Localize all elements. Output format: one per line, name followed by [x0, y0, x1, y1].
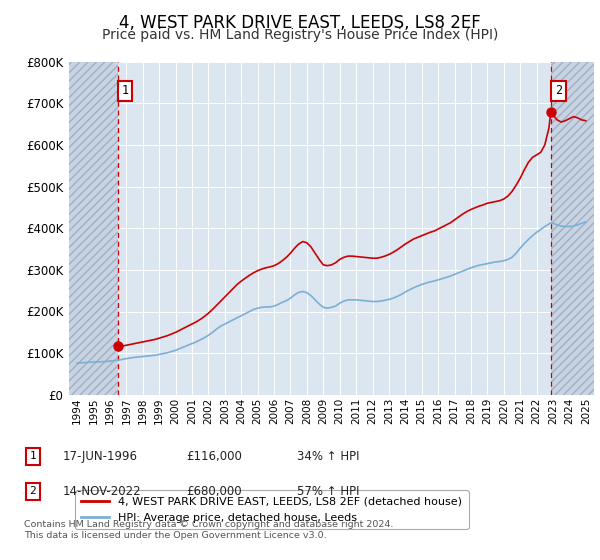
Text: 57% ↑ HPI: 57% ↑ HPI — [297, 484, 359, 498]
Bar — [551, 62, 594, 395]
Text: 14-NOV-2022: 14-NOV-2022 — [63, 484, 142, 498]
Text: Price paid vs. HM Land Registry's House Price Index (HPI): Price paid vs. HM Land Registry's House … — [102, 28, 498, 42]
Legend: 4, WEST PARK DRIVE EAST, LEEDS, LS8 2EF (detached house), HPI: Average price, de: 4, WEST PARK DRIVE EAST, LEEDS, LS8 2EF … — [74, 491, 469, 529]
Text: 2: 2 — [29, 486, 37, 496]
Text: £116,000: £116,000 — [186, 450, 242, 463]
Text: 1: 1 — [122, 84, 129, 97]
Text: 2: 2 — [555, 84, 562, 97]
Text: £680,000: £680,000 — [186, 484, 242, 498]
Text: 17-JUN-1996: 17-JUN-1996 — [63, 450, 138, 463]
Text: 34% ↑ HPI: 34% ↑ HPI — [297, 450, 359, 463]
Text: Contains HM Land Registry data © Crown copyright and database right 2024.
This d: Contains HM Land Registry data © Crown c… — [24, 520, 394, 540]
Text: 1: 1 — [29, 451, 37, 461]
Bar — [69, 62, 118, 395]
Text: 4, WEST PARK DRIVE EAST, LEEDS, LS8 2EF: 4, WEST PARK DRIVE EAST, LEEDS, LS8 2EF — [119, 14, 481, 32]
